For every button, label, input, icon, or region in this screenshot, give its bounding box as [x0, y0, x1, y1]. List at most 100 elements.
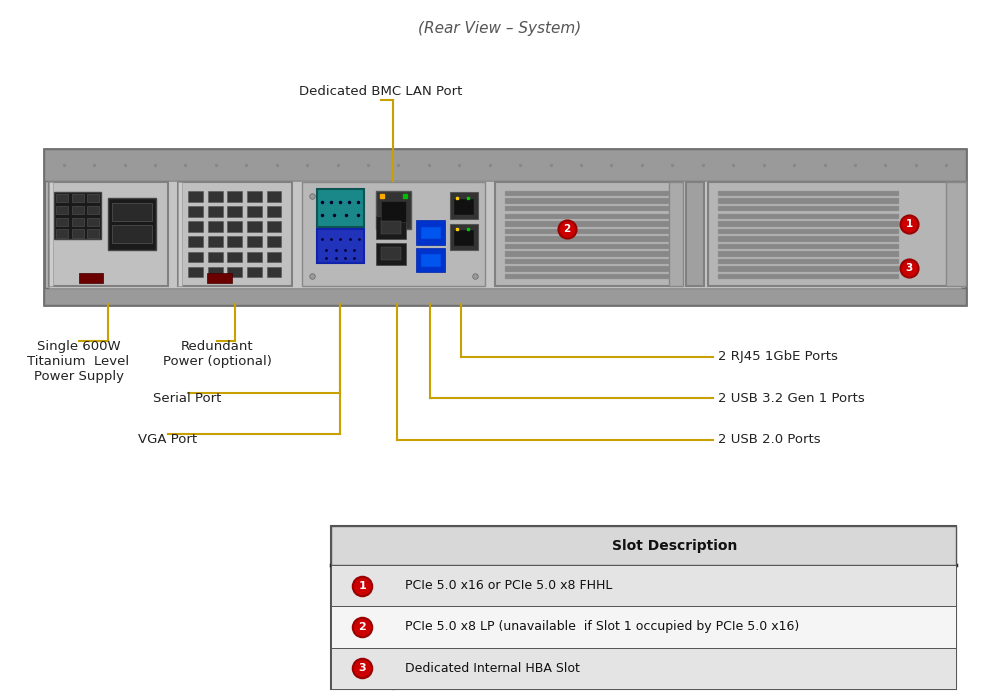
FancyBboxPatch shape	[208, 221, 223, 232]
FancyBboxPatch shape	[505, 251, 674, 257]
FancyBboxPatch shape	[112, 203, 152, 221]
Text: 1: 1	[906, 218, 913, 229]
FancyBboxPatch shape	[718, 251, 899, 257]
FancyBboxPatch shape	[416, 248, 445, 272]
FancyBboxPatch shape	[505, 229, 674, 234]
FancyBboxPatch shape	[178, 182, 292, 286]
FancyBboxPatch shape	[267, 237, 281, 247]
FancyBboxPatch shape	[495, 182, 683, 286]
Text: VGA Port: VGA Port	[138, 433, 197, 446]
FancyBboxPatch shape	[72, 206, 84, 214]
FancyBboxPatch shape	[44, 149, 966, 181]
FancyBboxPatch shape	[72, 194, 84, 202]
FancyBboxPatch shape	[87, 230, 99, 237]
FancyBboxPatch shape	[267, 251, 281, 262]
FancyBboxPatch shape	[188, 206, 203, 217]
FancyBboxPatch shape	[421, 227, 441, 239]
FancyBboxPatch shape	[718, 259, 899, 265]
FancyBboxPatch shape	[108, 197, 156, 250]
FancyBboxPatch shape	[718, 191, 899, 197]
FancyBboxPatch shape	[247, 206, 262, 217]
FancyBboxPatch shape	[79, 273, 103, 283]
FancyBboxPatch shape	[317, 229, 364, 263]
FancyBboxPatch shape	[208, 237, 223, 247]
FancyBboxPatch shape	[505, 206, 674, 211]
Text: 3: 3	[358, 664, 366, 673]
FancyBboxPatch shape	[188, 191, 203, 202]
FancyBboxPatch shape	[247, 251, 262, 262]
FancyBboxPatch shape	[72, 218, 84, 226]
FancyBboxPatch shape	[112, 225, 152, 243]
Text: Dedicated BMC LAN Port: Dedicated BMC LAN Port	[299, 85, 463, 97]
FancyBboxPatch shape	[505, 191, 674, 197]
FancyBboxPatch shape	[72, 230, 84, 237]
FancyBboxPatch shape	[718, 229, 899, 234]
FancyBboxPatch shape	[331, 526, 956, 689]
FancyBboxPatch shape	[505, 221, 674, 227]
FancyBboxPatch shape	[267, 191, 281, 202]
FancyBboxPatch shape	[718, 206, 899, 211]
Text: 2: 2	[563, 224, 570, 234]
FancyBboxPatch shape	[331, 565, 956, 606]
FancyBboxPatch shape	[208, 251, 223, 262]
FancyBboxPatch shape	[49, 181, 961, 288]
FancyBboxPatch shape	[188, 267, 203, 277]
FancyBboxPatch shape	[87, 194, 99, 202]
FancyBboxPatch shape	[331, 648, 956, 689]
FancyBboxPatch shape	[188, 221, 203, 232]
Text: (Rear View – System): (Rear View – System)	[418, 22, 582, 36]
Text: 2 RJ45 1GbE Ports: 2 RJ45 1GbE Ports	[718, 351, 838, 363]
FancyBboxPatch shape	[381, 201, 406, 222]
FancyBboxPatch shape	[331, 606, 956, 648]
FancyBboxPatch shape	[54, 193, 101, 239]
FancyBboxPatch shape	[49, 182, 53, 286]
FancyBboxPatch shape	[381, 221, 401, 234]
FancyBboxPatch shape	[505, 274, 674, 279]
FancyBboxPatch shape	[207, 273, 232, 283]
FancyBboxPatch shape	[208, 206, 223, 217]
FancyBboxPatch shape	[505, 244, 674, 249]
Text: 2 USB 2.0 Ports: 2 USB 2.0 Ports	[718, 433, 821, 447]
FancyBboxPatch shape	[454, 230, 474, 246]
FancyBboxPatch shape	[56, 206, 68, 214]
FancyBboxPatch shape	[44, 288, 966, 305]
FancyBboxPatch shape	[317, 189, 364, 227]
Text: PCIe 5.0 x16 or PCIe 5.0 x8 FHHL: PCIe 5.0 x16 or PCIe 5.0 x8 FHHL	[405, 579, 612, 592]
FancyBboxPatch shape	[669, 182, 683, 286]
FancyBboxPatch shape	[56, 194, 68, 202]
FancyBboxPatch shape	[227, 251, 242, 262]
Text: Dedicated Internal HBA Slot: Dedicated Internal HBA Slot	[405, 662, 580, 675]
FancyBboxPatch shape	[376, 191, 411, 229]
FancyBboxPatch shape	[376, 243, 406, 265]
FancyBboxPatch shape	[87, 206, 99, 214]
FancyBboxPatch shape	[56, 218, 68, 226]
FancyBboxPatch shape	[718, 236, 899, 241]
FancyBboxPatch shape	[718, 214, 899, 219]
FancyBboxPatch shape	[505, 236, 674, 241]
FancyBboxPatch shape	[188, 251, 203, 262]
FancyBboxPatch shape	[376, 216, 406, 239]
FancyBboxPatch shape	[718, 221, 899, 227]
FancyBboxPatch shape	[686, 182, 704, 286]
FancyBboxPatch shape	[247, 267, 262, 277]
FancyBboxPatch shape	[87, 218, 99, 226]
FancyBboxPatch shape	[505, 198, 674, 204]
FancyBboxPatch shape	[718, 198, 899, 204]
Text: 1: 1	[358, 581, 366, 591]
FancyBboxPatch shape	[946, 182, 966, 286]
FancyBboxPatch shape	[227, 237, 242, 247]
FancyBboxPatch shape	[227, 267, 242, 277]
FancyBboxPatch shape	[454, 199, 474, 214]
Text: 2: 2	[358, 622, 366, 632]
Text: Single 600W
Titanium  Level
Power Supply: Single 600W Titanium Level Power Supply	[27, 340, 130, 383]
FancyBboxPatch shape	[416, 220, 445, 244]
FancyBboxPatch shape	[450, 223, 478, 250]
Text: 3: 3	[906, 262, 913, 272]
Text: Serial Port: Serial Port	[153, 391, 222, 405]
FancyBboxPatch shape	[227, 191, 242, 202]
FancyBboxPatch shape	[302, 182, 485, 286]
FancyBboxPatch shape	[267, 267, 281, 277]
FancyBboxPatch shape	[44, 149, 966, 305]
FancyBboxPatch shape	[247, 221, 262, 232]
FancyBboxPatch shape	[450, 193, 478, 218]
